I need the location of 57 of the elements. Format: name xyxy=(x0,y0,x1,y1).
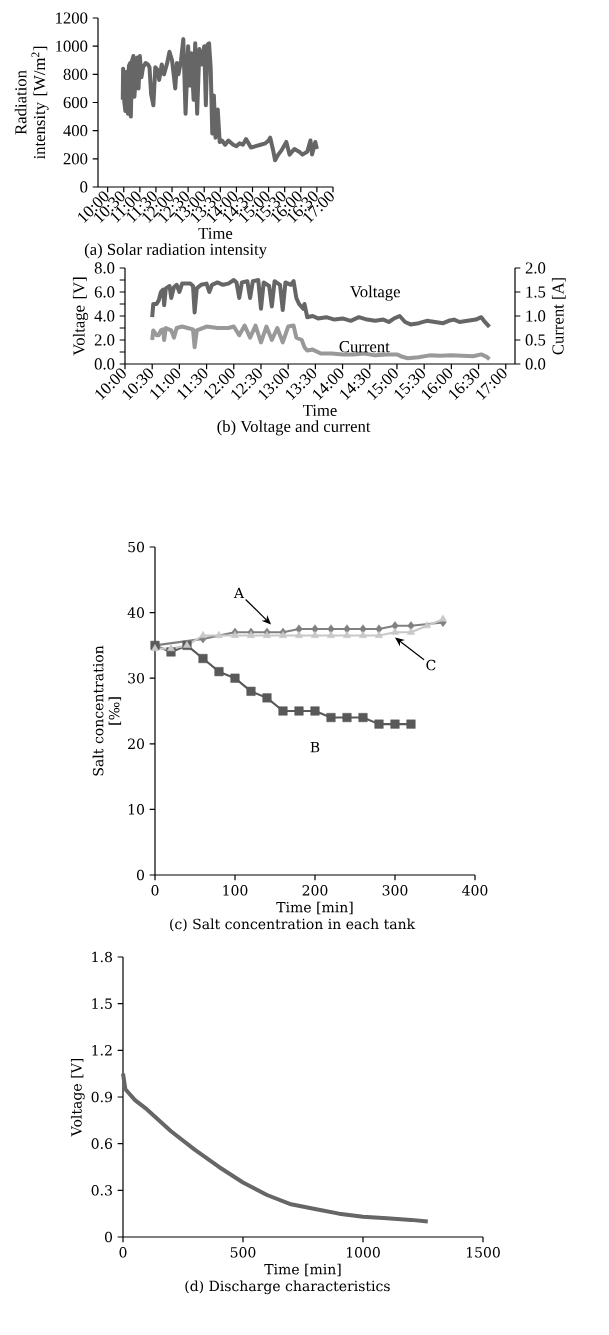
x-tick-label: 200 xyxy=(302,885,328,896)
y-axis-title: Salt concentration [‰] xyxy=(92,645,122,776)
y-tick-label: 600 xyxy=(63,96,88,109)
y-tick-label: 1.5 xyxy=(92,998,112,1009)
x-tick-label: 1500 xyxy=(466,1247,500,1258)
y-tick-label: 50 xyxy=(128,541,145,553)
y-tick-label: 6.0 xyxy=(94,286,115,298)
x-axis-title: Time [min] xyxy=(264,1263,341,1277)
text: (a) Solar radiation intensity xyxy=(84,243,267,259)
y-tick-label: 0.6 xyxy=(91,1138,113,1149)
x-tick-label: 500 xyxy=(230,1247,256,1258)
y-tick-label: 20 xyxy=(128,738,145,750)
y-axis-title: Voltage [V] xyxy=(72,277,89,356)
y-tick-label: 0.9 xyxy=(91,1091,113,1103)
series-label: Current xyxy=(339,341,390,353)
y-tick-label: 8.0 xyxy=(94,262,115,274)
y-tick-label: 0 xyxy=(136,869,145,881)
y2-tick-label: 0.5 xyxy=(525,334,546,346)
y2-tick-label: 2.0 xyxy=(525,262,546,274)
y-tick-label: 0 xyxy=(80,181,88,193)
y-tick-label: 0 xyxy=(104,1231,113,1243)
x-axis-title: Time [min] xyxy=(276,901,353,915)
y-tick-label: 1200 xyxy=(56,12,88,24)
series-label: C xyxy=(426,659,436,671)
x-tick-label: 400 xyxy=(462,885,488,896)
series-label: Voltage xyxy=(350,285,400,301)
x-tick-label: 0 xyxy=(151,885,159,896)
y-tick-label: 200 xyxy=(63,153,88,165)
y-tick-label: 0.3 xyxy=(91,1185,112,1196)
y-tick-label: 2.0 xyxy=(94,334,115,346)
series-label: B xyxy=(310,741,320,753)
text: A xyxy=(233,587,245,599)
x-axis-title: Time xyxy=(198,227,233,239)
y2-tick-label: 1.0 xyxy=(526,310,546,322)
y-axis-title: Voltage [V] xyxy=(70,1058,85,1137)
y2-tick-label: 1.5 xyxy=(526,286,546,298)
y-tick-label: 30 xyxy=(128,672,145,684)
y-tick-label: 0.0 xyxy=(94,358,115,370)
y-tick-label: 40 xyxy=(127,607,145,618)
y2-axis-title: Current [A] xyxy=(551,278,566,355)
y-tick-label: 1.2 xyxy=(92,1045,112,1056)
text: (c) Salt concentration in each tank xyxy=(170,918,416,932)
text: (d) Discharge characteristics xyxy=(185,1280,390,1295)
x-tick-label: 1000 xyxy=(346,1247,380,1258)
y-tick-label: 4.0 xyxy=(94,310,115,322)
y-tick-label: 10 xyxy=(128,804,145,815)
y-tick-label: 1.8 xyxy=(92,951,113,963)
text: (b) Voltage and current xyxy=(217,420,371,436)
x-tick-label: 0 xyxy=(119,1247,127,1258)
x-tick-label: 300 xyxy=(382,885,408,896)
y-axis-title: Radiation intensity [W/m$^{2}$] xyxy=(14,46,49,160)
x-axis-title: Time xyxy=(302,404,337,416)
y-tick-label: 1000 xyxy=(56,40,88,52)
y2-tick-label: 0.0 xyxy=(525,358,546,370)
y-tick-label: 800 xyxy=(63,68,88,80)
x-tick-label: 100 xyxy=(223,885,248,896)
y-tick-label: 400 xyxy=(63,125,88,137)
